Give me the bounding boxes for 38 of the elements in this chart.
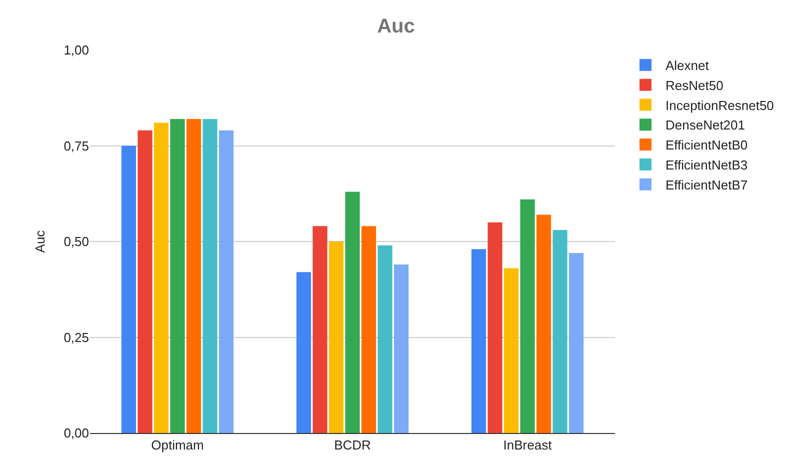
y-tick-label: 0,00 (64, 426, 89, 441)
legend-label: Alexnet (666, 58, 710, 74)
bar (488, 222, 502, 433)
bar (520, 199, 535, 433)
legend-label: EfficientNetB7 (666, 177, 748, 192)
bar (504, 268, 519, 433)
bar (312, 226, 328, 433)
bar (328, 242, 344, 433)
y-axis-title: Auc (32, 230, 48, 253)
bar (394, 264, 409, 433)
bar (471, 249, 486, 433)
y-tick-label: 0,25 (64, 330, 89, 345)
y-tick-label: 0,50 (64, 234, 89, 250)
legend-label: EfficientNetB0 (666, 138, 748, 153)
bar (361, 226, 376, 433)
legend-label: InceptionResnet50 (666, 98, 774, 113)
bar (552, 230, 568, 433)
bar (568, 252, 584, 433)
x-tick-label: Optimam (151, 438, 204, 453)
bar (345, 192, 360, 433)
bar (536, 214, 552, 433)
chart-title: Auc (377, 16, 415, 38)
x-tick-label: InBreast (503, 438, 552, 453)
bar (138, 130, 152, 433)
bar (218, 130, 234, 433)
legend-label: ResNet50 (666, 78, 724, 93)
bar (202, 118, 218, 433)
bar (170, 118, 185, 433)
y-tick-label: 1,00 (64, 42, 89, 58)
x-tick-label: BCDR (334, 438, 371, 453)
legend-label: EfficientNetB3 (666, 158, 748, 173)
y-tick-label: 0,75 (64, 138, 89, 154)
bar (186, 118, 202, 433)
bar (121, 146, 136, 433)
bar (154, 122, 169, 433)
bar (378, 245, 392, 433)
bar (296, 272, 312, 433)
legend-label: DenseNet201 (666, 118, 745, 133)
